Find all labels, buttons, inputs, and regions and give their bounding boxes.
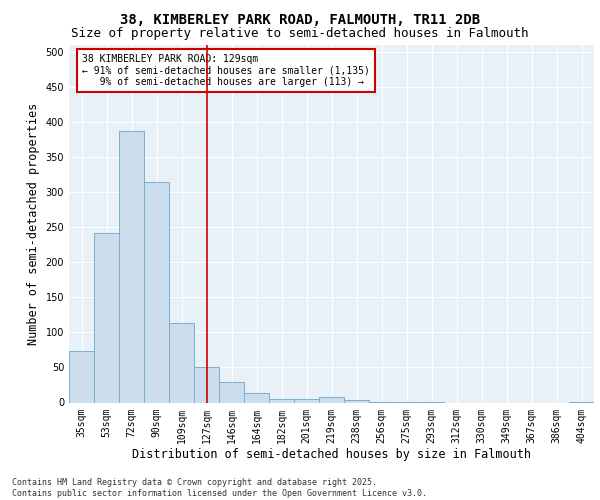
Bar [344,400,369,402]
Bar [294,399,319,402]
Bar [94,233,119,402]
Bar [244,392,269,402]
Bar [194,368,219,402]
Bar [169,324,194,402]
Y-axis label: Number of semi-detached properties: Number of semi-detached properties [27,102,40,345]
Text: Contains HM Land Registry data © Crown copyright and database right 2025.
Contai: Contains HM Land Registry data © Crown c… [12,478,427,498]
X-axis label: Distribution of semi-detached houses by size in Falmouth: Distribution of semi-detached houses by … [132,448,531,461]
Bar [69,352,94,403]
Bar [144,182,169,402]
Text: 38, KIMBERLEY PARK ROAD, FALMOUTH, TR11 2DB: 38, KIMBERLEY PARK ROAD, FALMOUTH, TR11 … [120,12,480,26]
Text: Size of property relative to semi-detached houses in Falmouth: Size of property relative to semi-detach… [71,28,529,40]
Bar [269,399,294,402]
Bar [319,397,344,402]
Bar [119,131,144,402]
Bar [219,382,244,402]
Text: 38 KIMBERLEY PARK ROAD: 129sqm
← 91% of semi-detached houses are smaller (1,135): 38 KIMBERLEY PARK ROAD: 129sqm ← 91% of … [82,54,370,87]
